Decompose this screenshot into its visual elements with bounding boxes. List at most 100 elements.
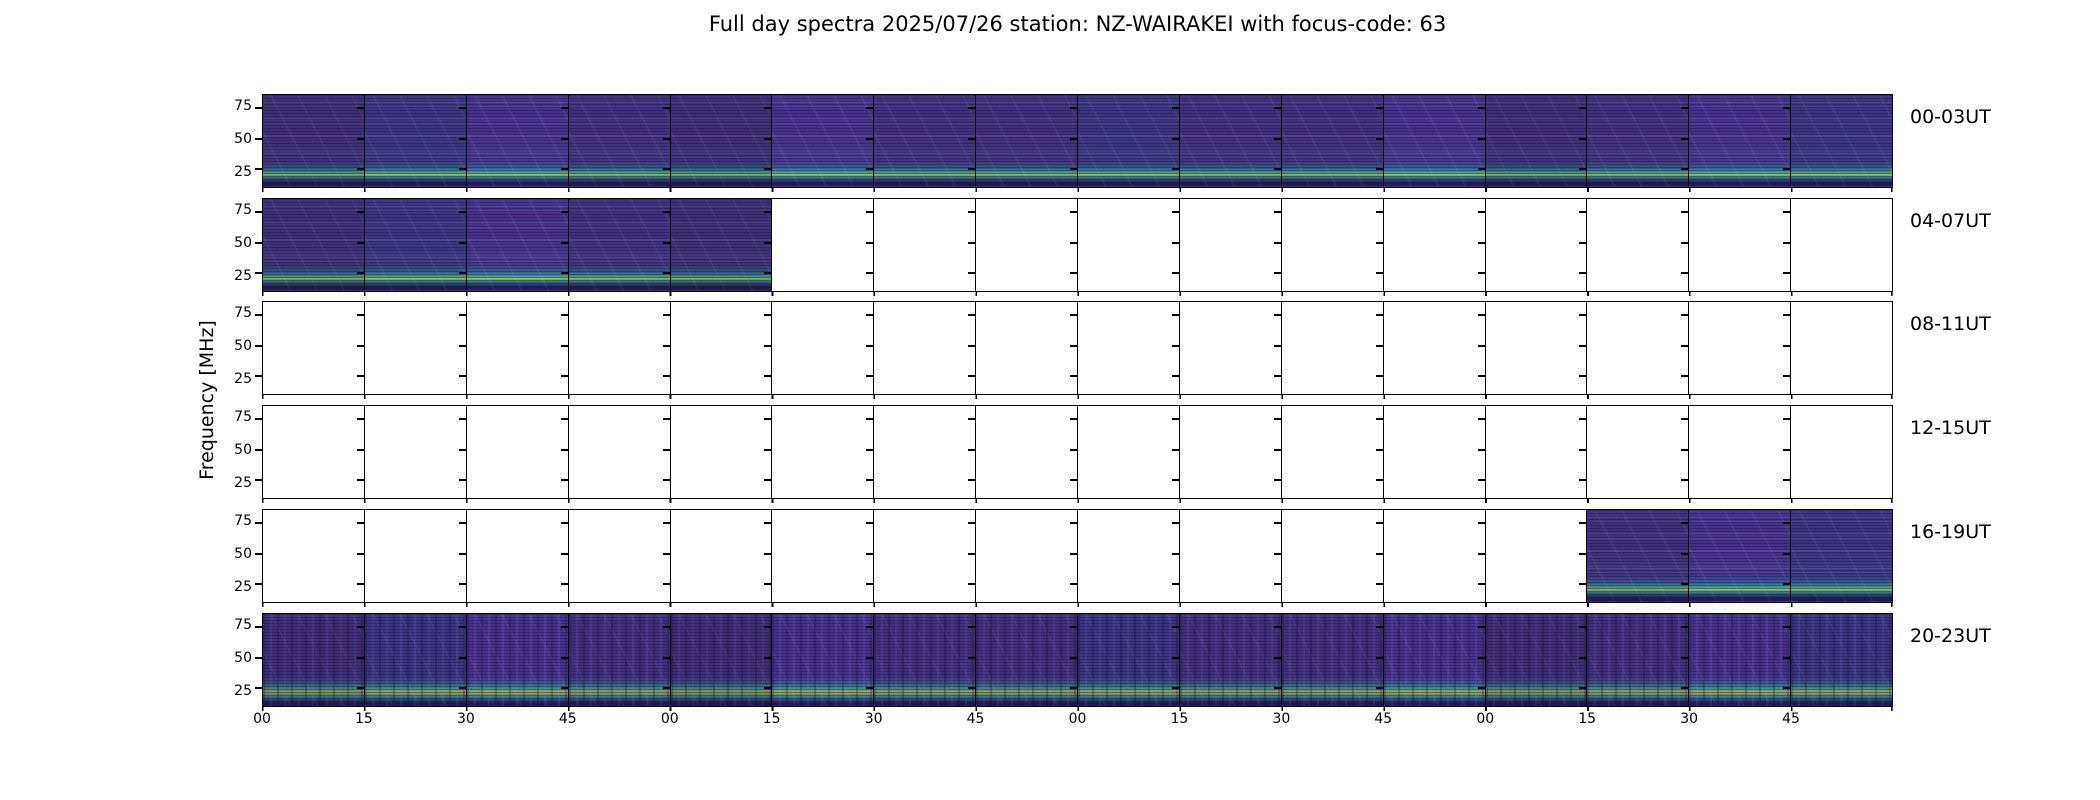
spectrogram-tile — [560, 614, 670, 706]
spectrogram-tile — [1579, 614, 1689, 706]
x-tick-label: 30 — [456, 711, 475, 727]
spectrogram-row-04-07ut — [255, 198, 1893, 296]
empty-tile — [968, 302, 1077, 394]
x-tick-label: 45 — [558, 711, 577, 727]
spectrogram-tile — [255, 614, 364, 706]
empty-tile — [662, 510, 772, 602]
empty-tile — [1579, 406, 1689, 498]
y-tick-label: 50 — [234, 442, 252, 458]
empty-tile — [764, 199, 874, 291]
empty-tile — [1681, 302, 1791, 394]
spectrogram-tile — [356, 199, 466, 291]
empty-tile — [1070, 406, 1179, 498]
y-tick-label: 25 — [234, 579, 252, 595]
row-label: 20-23UT — [1910, 625, 1991, 647]
empty-tile — [356, 510, 466, 602]
y-tick-label: 25 — [234, 683, 252, 699]
spectrogram-tile — [1375, 614, 1485, 706]
empty-tile — [1070, 199, 1179, 291]
empty-tile — [968, 510, 1077, 602]
empty-tile — [866, 510, 976, 602]
empty-tile — [1070, 510, 1179, 602]
empty-tile — [255, 510, 364, 602]
row-label: 12-15UT — [1910, 417, 1991, 439]
x-tick-label: 30 — [1272, 711, 1291, 727]
spectrogram-tile — [764, 614, 874, 706]
empty-tile — [1477, 199, 1587, 291]
spectrogram-row-00-03ut — [255, 94, 1893, 192]
row-label: 16-19UT — [1910, 521, 1991, 543]
empty-tile — [764, 510, 874, 602]
y-tick-label: 50 — [234, 338, 252, 354]
spectrogram-tile — [866, 614, 976, 706]
empty-tile — [1681, 406, 1791, 498]
y-axis-label: Frequency [MHz] — [196, 320, 218, 480]
spectrogram-tile — [662, 95, 772, 187]
y-tick-label: 25 — [234, 371, 252, 387]
x-tick-label: 45 — [1374, 711, 1393, 727]
empty-tile — [1477, 302, 1587, 394]
row-label: 00-03UT — [1910, 106, 1991, 128]
empty-tile — [968, 406, 1077, 498]
row-cells — [255, 199, 1892, 291]
empty-tile — [1477, 510, 1587, 602]
x-tick-label: 15 — [1578, 711, 1597, 727]
spectrogram-row-16-19ut — [255, 509, 1893, 607]
empty-tile — [866, 406, 976, 498]
y-tick-label: 50 — [234, 235, 252, 251]
empty-tile — [356, 302, 466, 394]
row-label: 08-11UT — [1910, 313, 1991, 335]
x-tick-label: 30 — [864, 711, 883, 727]
spectrogram-tile — [1171, 95, 1281, 187]
spectrogram-tile — [1477, 95, 1587, 187]
empty-tile — [255, 302, 364, 394]
spectrogram-tile — [1579, 510, 1689, 602]
y-tick-label: 75 — [234, 513, 252, 529]
y-tick-marks — [255, 406, 262, 498]
empty-tile — [1681, 199, 1791, 291]
spectrogram-tile — [1783, 614, 1892, 706]
empty-tile — [1579, 199, 1689, 291]
spectrogram-tile — [356, 614, 466, 706]
empty-tile — [458, 510, 568, 602]
spectrogram-tile — [1171, 614, 1281, 706]
spectrogram-tile — [1273, 614, 1383, 706]
empty-tile — [1171, 302, 1281, 394]
spectrogram-row-12-15ut — [255, 405, 1893, 503]
row-cells — [255, 406, 1892, 498]
empty-tile — [1783, 406, 1892, 498]
empty-tile — [866, 302, 976, 394]
empty-tile — [1375, 406, 1485, 498]
empty-tile — [1375, 510, 1485, 602]
y-tick-marks — [255, 614, 262, 706]
spectrogram-row-20-23ut — [255, 613, 1893, 711]
y-tick-label: 50 — [234, 131, 252, 147]
y-tick-marks — [255, 95, 262, 187]
empty-tile — [356, 406, 466, 498]
spectrogram-tile — [1477, 614, 1587, 706]
spectrogram-tile — [1273, 95, 1383, 187]
x-tick-label: 00 — [1476, 711, 1495, 727]
empty-tile — [458, 406, 568, 498]
empty-tile — [1783, 302, 1892, 394]
row-label: 04-07UT — [1910, 210, 1991, 232]
y-tick-label: 75 — [234, 202, 252, 218]
empty-tile — [1171, 510, 1281, 602]
empty-tile — [764, 406, 874, 498]
empty-tile — [1070, 302, 1179, 394]
row-cells — [255, 510, 1892, 602]
empty-tile — [662, 406, 772, 498]
plot-area — [255, 94, 1893, 711]
y-tick-marks — [255, 302, 262, 394]
empty-tile — [560, 406, 670, 498]
chart-title: Full day spectra 2025/07/26 station: NZ-… — [708, 12, 1447, 36]
spectrogram-tile — [458, 95, 568, 187]
y-tick-marks — [255, 199, 262, 291]
empty-tile — [1273, 199, 1383, 291]
spectrogram-tile — [1375, 95, 1485, 187]
row-cells — [255, 302, 1892, 394]
spectrogram-row-08-11ut — [255, 301, 1893, 399]
spectrogram-tile — [968, 95, 1077, 187]
spectrogram-tile — [255, 95, 364, 187]
